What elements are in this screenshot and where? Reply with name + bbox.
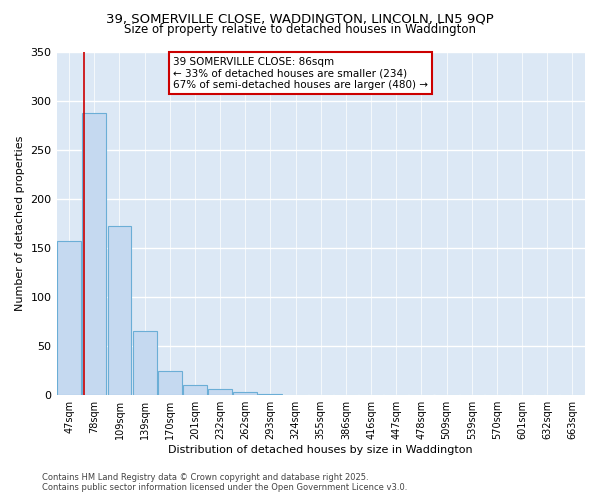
Text: 39, SOMERVILLE CLOSE, WADDINGTON, LINCOLN, LN5 9QP: 39, SOMERVILLE CLOSE, WADDINGTON, LINCOL…	[106, 12, 494, 26]
Bar	[183, 386, 207, 395]
Y-axis label: Number of detached properties: Number of detached properties	[15, 136, 25, 311]
Bar	[233, 392, 257, 395]
Bar	[158, 370, 182, 395]
Text: Contains HM Land Registry data © Crown copyright and database right 2025.
Contai: Contains HM Land Registry data © Crown c…	[42, 473, 407, 492]
Bar	[82, 114, 106, 395]
Bar	[57, 241, 81, 395]
Bar	[208, 390, 232, 395]
Text: Size of property relative to detached houses in Waddington: Size of property relative to detached ho…	[124, 22, 476, 36]
Bar	[259, 394, 283, 395]
Bar	[133, 332, 157, 395]
Text: 39 SOMERVILLE CLOSE: 86sqm
← 33% of detached houses are smaller (234)
67% of sem: 39 SOMERVILLE CLOSE: 86sqm ← 33% of deta…	[173, 56, 428, 90]
X-axis label: Distribution of detached houses by size in Waddington: Distribution of detached houses by size …	[169, 445, 473, 455]
Bar	[107, 226, 131, 395]
